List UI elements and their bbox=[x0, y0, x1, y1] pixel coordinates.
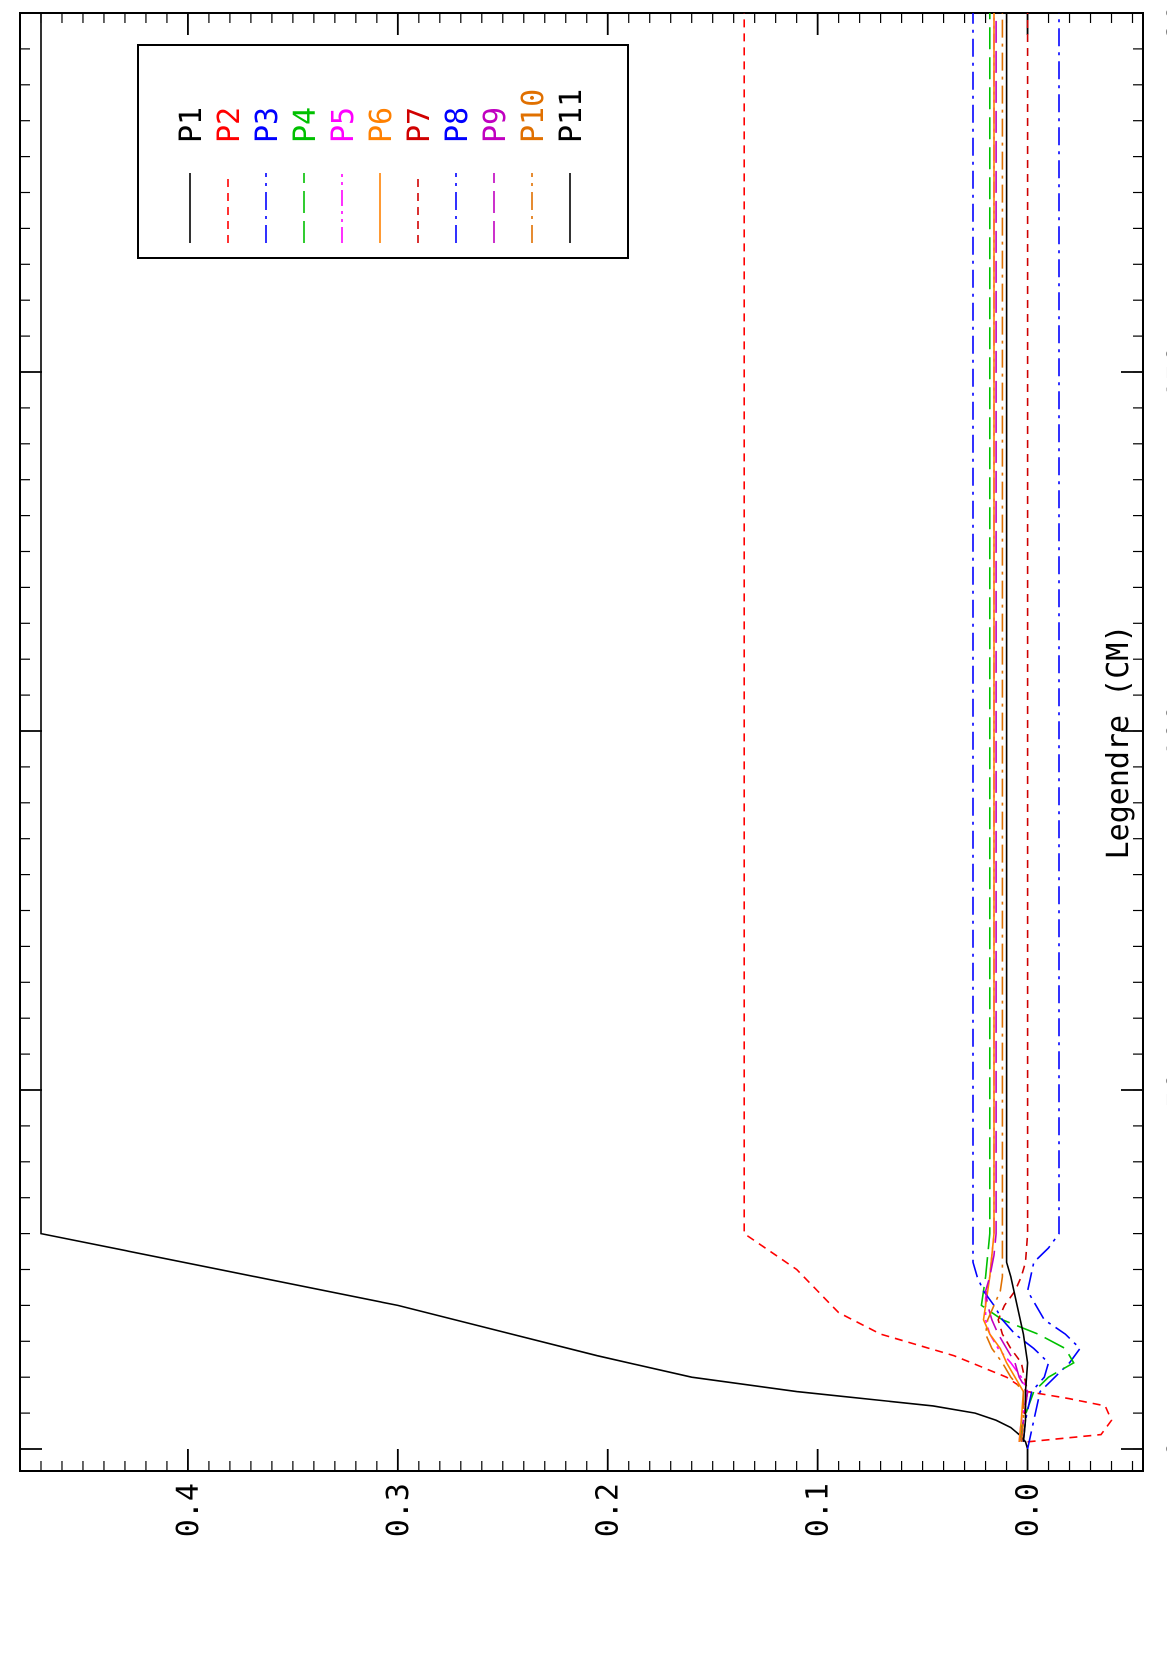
legend-label-p2: P2 bbox=[212, 107, 247, 143]
legend-items: P1 P2 P3 P4 P5 P6 P7 P8 P9 P10 P11 bbox=[174, 89, 589, 243]
x-tick-label: 50 bbox=[1162, 1072, 1167, 1108]
series-line-p3 bbox=[1026, 13, 1082, 1450]
plot-frame bbox=[19, 12, 1144, 1472]
x-tick-label: 0 bbox=[1162, 1440, 1167, 1458]
legend-box bbox=[137, 44, 629, 259]
legend-label-p7: P7 bbox=[402, 107, 437, 143]
y-axis-label: Legendre (CM) bbox=[1101, 625, 1136, 860]
legend-label-p5: P5 bbox=[326, 107, 361, 143]
y-tick-label: 0.1 bbox=[801, 1483, 836, 1537]
y-tick-label: 0.4 bbox=[171, 1483, 206, 1537]
series-line-p9 bbox=[984, 13, 1029, 1442]
series-lines bbox=[40, 13, 1113, 1450]
legend: P1 P2 P3 P4 P5 P6 P7 P8 P9 P10 P11 bbox=[137, 44, 629, 259]
legend-label-p4: P4 bbox=[288, 107, 323, 143]
x-tick-label: 100 bbox=[1162, 704, 1167, 758]
x-tick-label: 150 bbox=[1162, 345, 1167, 399]
x-tick-label: 200 bbox=[1162, 0, 1167, 40]
legend-label-p6: P6 bbox=[364, 107, 399, 143]
series-line-p11 bbox=[1005, 13, 1029, 1442]
y-tick-label: 0.3 bbox=[381, 1483, 416, 1537]
y-tick-label: 0.0 bbox=[1011, 1483, 1046, 1537]
legend-label-p8: P8 bbox=[440, 107, 475, 143]
series-line-p8 bbox=[972, 13, 1050, 1442]
major-ticks bbox=[20, 12, 1143, 1471]
y-tick-label: 0.2 bbox=[591, 1483, 626, 1537]
series-line-p4 bbox=[980, 13, 1075, 1442]
legend-label-p9: P9 bbox=[478, 107, 513, 143]
series-line-p2 bbox=[743, 13, 1113, 1443]
series-line-p7 bbox=[997, 13, 1029, 1442]
legend-label-p10: P10 bbox=[516, 89, 551, 143]
legend-label-p1: P1 bbox=[174, 107, 209, 143]
tick-labels: 0 50 100 150 200 0.0 0.1 0.2 0.3 0.4 bbox=[171, 0, 1167, 1537]
legend-label-p11: P11 bbox=[554, 89, 589, 143]
legend-label-p3: P3 bbox=[250, 107, 285, 143]
series-line-p10 bbox=[984, 13, 1025, 1442]
